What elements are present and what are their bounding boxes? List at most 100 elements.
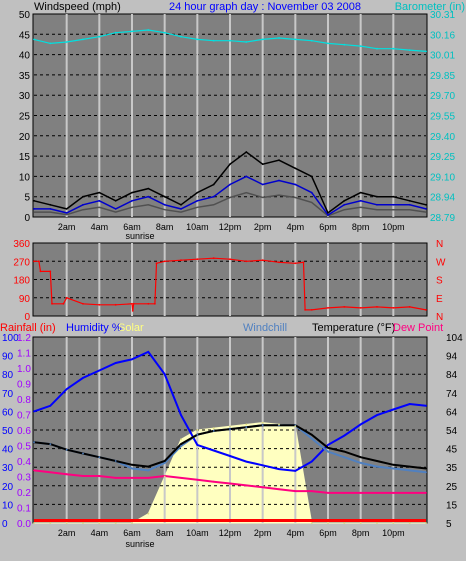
baro-y-tick-label: 30.16: [430, 30, 455, 41]
temperature-tick-label: 15: [446, 500, 458, 511]
direction-y-tick-label: 360: [13, 239, 30, 250]
dew-point-point: [359, 492, 362, 494]
chart-title: 24 hour graph day : November 03 2008: [169, 1, 361, 13]
windchill-point: [163, 462, 166, 464]
gust-point: [33, 199, 35, 202]
windchill-point: [82, 452, 84, 455]
dew-point-point: [392, 492, 395, 494]
conditions-x-tick-label: 10pm: [382, 528, 405, 538]
gust-point: [196, 191, 199, 194]
baro-y-tick-label: 29.70: [430, 91, 455, 102]
direction-point: [229, 258, 231, 261]
barometer-point: [359, 45, 362, 47]
direction-point: [38, 260, 40, 263]
humidity-point: [294, 470, 297, 472]
windchill-point: [98, 456, 101, 459]
temperature-point: [343, 450, 346, 453]
temperature-point: [180, 443, 182, 445]
wind-y-ticks: 0 5 10 15 20 25 30 35 40 45 50: [19, 10, 31, 224]
solar-point: [49, 522, 52, 524]
solar-point: [131, 522, 133, 524]
solar-point: [359, 522, 362, 524]
barometer-point: [98, 35, 101, 38]
rainfall-tick-label: 0.4: [17, 457, 31, 468]
wind-x-tick-label: 12pm: [219, 222, 242, 232]
dew-point-legend: Dew Point: [393, 322, 443, 334]
conditions-x-tick-label: 6am: [123, 528, 141, 538]
humidity-tick-label: 20: [2, 482, 14, 493]
direction-point: [196, 258, 199, 261]
dew-point-point: [131, 477, 133, 479]
baro-y-tick-label: 29.10: [430, 172, 455, 183]
gust-point: [180, 203, 182, 206]
windchill-point: [245, 426, 248, 429]
direction-point: [62, 302, 65, 305]
direction-point: [163, 260, 166, 263]
gust-point: [245, 151, 248, 153]
temperature-point: [310, 433, 313, 436]
average-point: [65, 212, 68, 214]
barometer-point: [212, 39, 215, 42]
humidity-tick-label: 50: [2, 426, 14, 437]
solar-point: [65, 522, 68, 524]
solar-point: [229, 425, 231, 428]
direction-point: [49, 270, 52, 273]
wind-x-tick-label: 8pm: [352, 222, 370, 232]
direction-point: [180, 259, 182, 262]
gust-point: [114, 199, 117, 202]
barometer-point: [376, 47, 378, 50]
direction-point: [294, 262, 297, 265]
barometer-point: [261, 38, 264, 41]
wind-x-tick-label: 2am: [58, 222, 76, 232]
gust-point: [294, 167, 297, 170]
compass-tick-label: N: [436, 239, 443, 250]
wind-x-tick-label: 6am: [123, 222, 141, 232]
direction-y-tick-label: 0: [24, 312, 30, 323]
windchill-points: [33, 424, 427, 474]
dew-point-point: [278, 488, 280, 491]
barometer-point: [425, 50, 427, 53]
temperature-point: [131, 463, 133, 466]
temperature-legend: Temperature (°F): [312, 322, 395, 334]
barometer-point: [180, 35, 182, 38]
solar-point: [392, 522, 395, 524]
humidity-point: [49, 404, 52, 407]
humidity-point: [180, 414, 182, 416]
gust-point: [163, 195, 166, 198]
wind-x-tick-label: 6pm: [319, 222, 337, 232]
direction-point: [82, 302, 84, 305]
average-point: [310, 191, 313, 194]
wind-x-tick-label: 2pm: [254, 222, 272, 232]
solar-point: [163, 475, 166, 478]
average-point: [98, 199, 101, 202]
humidity-point: [212, 449, 215, 452]
solar-point: [327, 522, 329, 524]
gust-point: [212, 183, 215, 186]
rainfall-tick-label: 0.1: [17, 504, 31, 515]
temperature-tick-label: 94: [446, 352, 458, 363]
humidity-points: [33, 351, 427, 472]
baro-y-tick-label: 29.25: [430, 152, 455, 163]
direction-point: [33, 260, 35, 263]
rainfall-tick-label: 0.8: [17, 395, 31, 406]
solar-point: [278, 423, 280, 426]
windchill-point: [131, 467, 133, 470]
average-point: [180, 208, 182, 210]
direction-point: [245, 260, 248, 263]
dew-point-point: [147, 477, 150, 479]
temperature-tick-label: 45: [446, 445, 458, 456]
temperature-tick-label: 74: [446, 389, 458, 400]
dew-point-point: [376, 492, 378, 494]
dew-point-points: [33, 469, 427, 494]
conditions-grid: [34, 337, 426, 523]
average-point: [294, 183, 297, 186]
dew-point-point: [212, 480, 215, 483]
humidity-tick-label: 90: [2, 352, 14, 363]
average-points: [33, 175, 427, 216]
humidity-tick-label: 70: [2, 389, 14, 400]
gust-point: [310, 175, 313, 178]
solar-point: [294, 425, 297, 428]
average-point: [425, 208, 427, 210]
